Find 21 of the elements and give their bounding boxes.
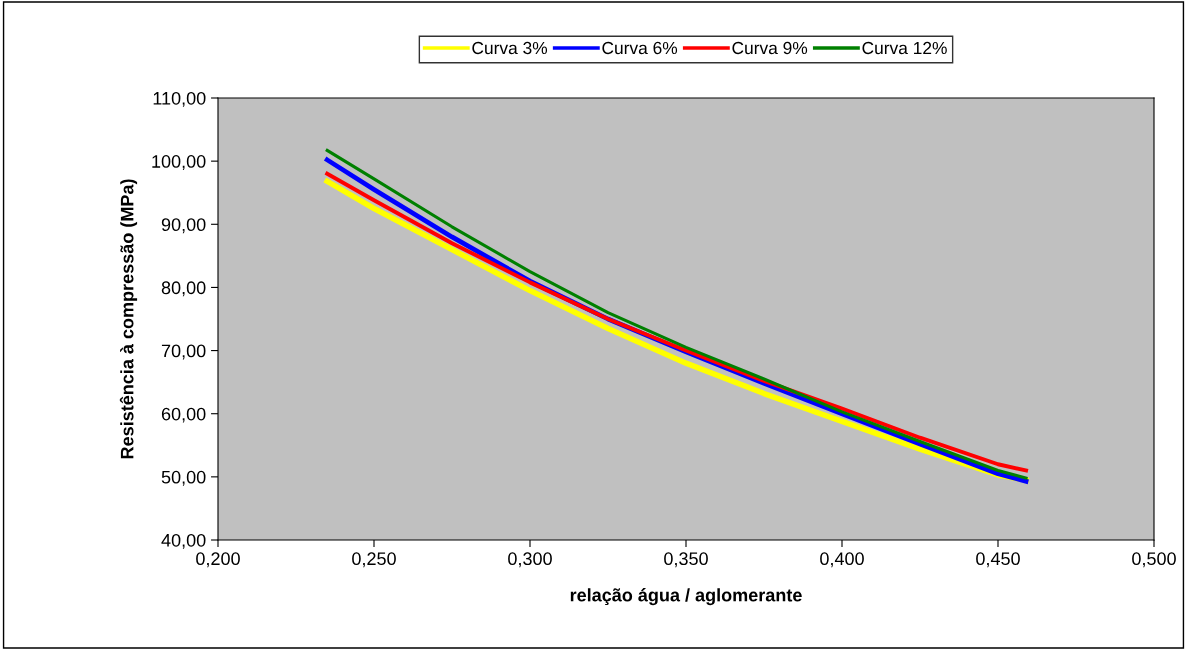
y-axis-title: Resistência à compressão (MPa) xyxy=(119,179,138,459)
x-tick-label: 0,350 xyxy=(664,552,708,568)
y-tick-label: 70,00 xyxy=(161,344,206,360)
x-tick-label: 0,300 xyxy=(508,552,552,568)
x-axis-title: relação água / aglomerante xyxy=(570,588,802,606)
legend-label: Curva 3% xyxy=(472,41,548,55)
legend-label: Curva 12% xyxy=(862,41,947,55)
y-tick-label: 90,00 xyxy=(161,218,206,234)
x-tick-label: 0,250 xyxy=(352,552,396,568)
y-tick-label: 40,00 xyxy=(161,533,206,549)
y-tick-label: 60,00 xyxy=(161,407,206,423)
y-tick-label: 50,00 xyxy=(161,470,206,486)
y-tick-label: 110,00 xyxy=(153,91,206,107)
x-tick-label: 0,200 xyxy=(196,552,240,568)
legend-label: Curva 6% xyxy=(602,41,678,55)
y-tick-label: 100,00 xyxy=(152,155,206,170)
x-tick-label: 0,400 xyxy=(820,552,864,568)
legend-label: Curva 9% xyxy=(732,41,808,55)
x-tick-label: 0,500 xyxy=(1132,552,1176,568)
x-tick-label: 0,450 xyxy=(976,552,1020,568)
y-tick-label: 80,00 xyxy=(161,281,206,297)
